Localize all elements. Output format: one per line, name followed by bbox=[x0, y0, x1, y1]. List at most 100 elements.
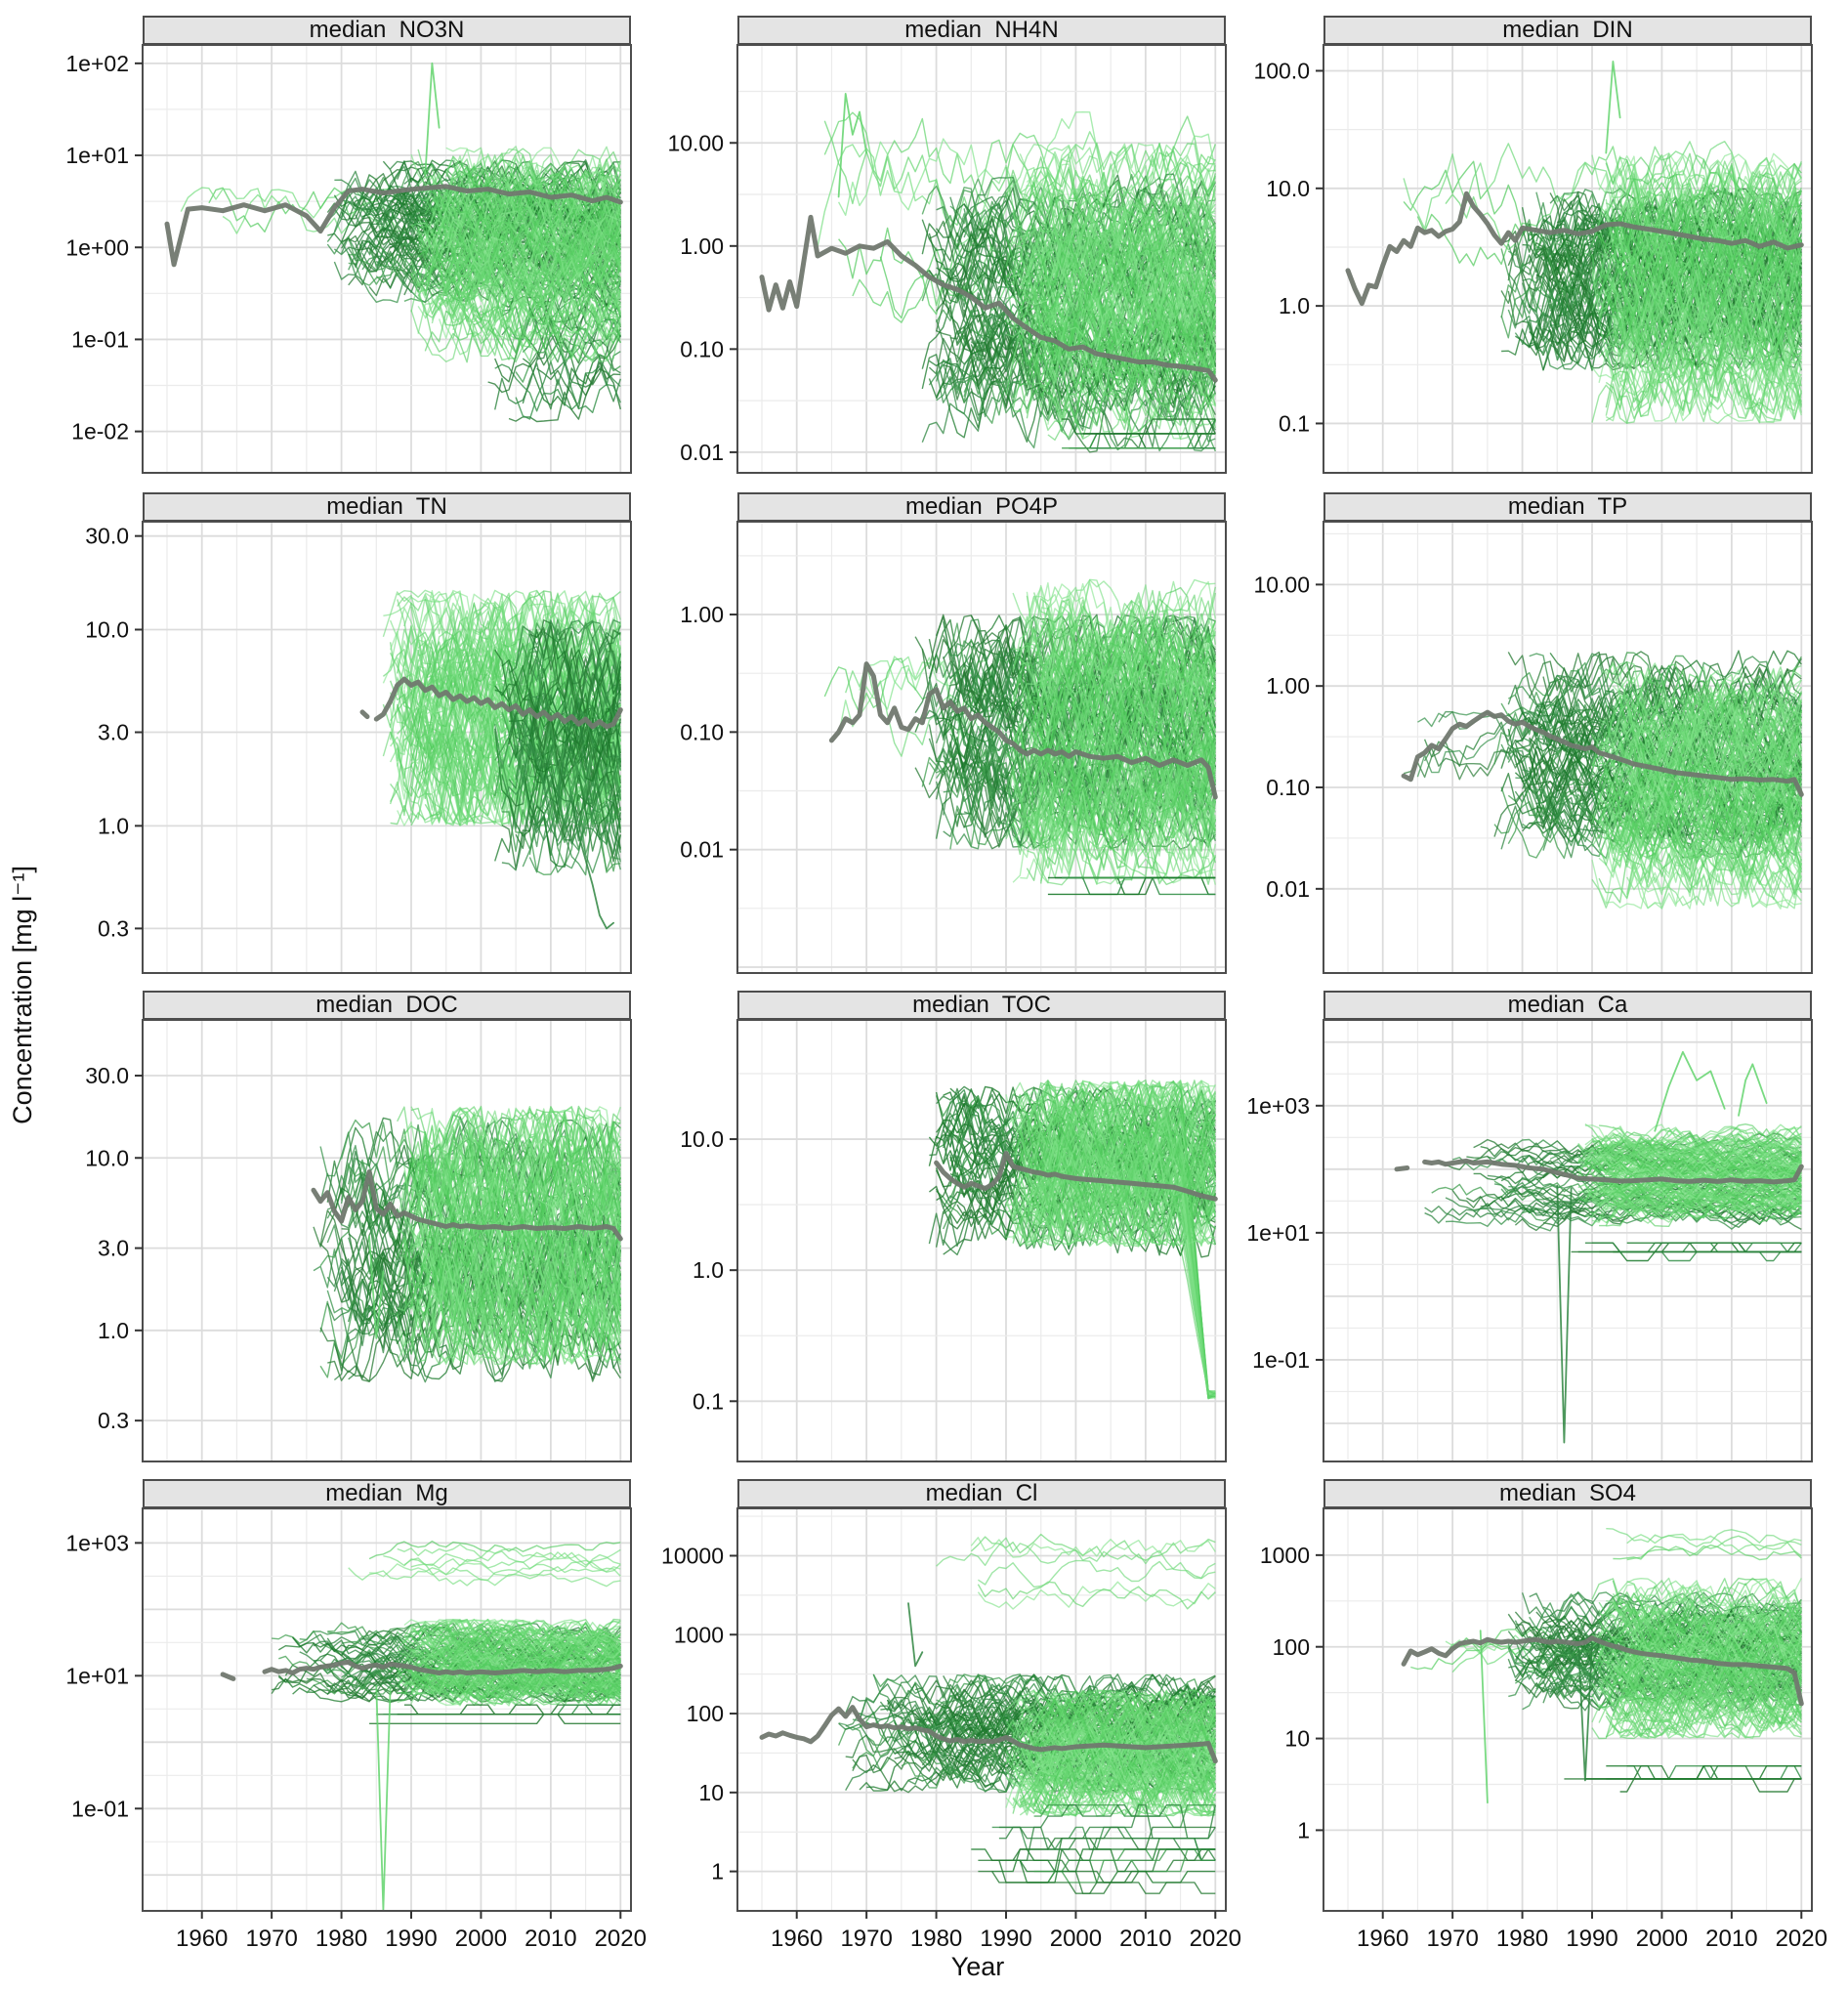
y-tick-label: 0.1 bbox=[1279, 411, 1310, 437]
y-tick-label: 1.0 bbox=[693, 1257, 724, 1283]
facet-panel-so4: 1000 100 10 1 1960 1970 1980 1990 2000 2010 2020 bbox=[1260, 1507, 1827, 1952]
y-tick-label: 0.1 bbox=[693, 1388, 724, 1414]
y-tick-label: 100 bbox=[687, 1701, 724, 1726]
median-line-tn bbox=[359, 709, 370, 720]
median-line-so4 bbox=[1401, 1635, 1804, 1707]
x-tick-label: 1990 bbox=[1566, 1926, 1617, 1952]
median-line-nh4n bbox=[759, 214, 1218, 383]
y-tick-label: 1e-01 bbox=[1252, 1347, 1310, 1373]
x-tick-label: 2000 bbox=[455, 1926, 507, 1952]
facet-title-ca: median Ca bbox=[1507, 992, 1628, 1018]
y-tick-label: 0.01 bbox=[680, 440, 724, 465]
facet-panel-nh4n: 10.00 1.00 0.10 0.01 bbox=[667, 44, 1227, 474]
ensemble-lines-nh4n bbox=[817, 110, 1216, 453]
y-tick-label: 10.0 bbox=[680, 1126, 724, 1152]
x-tick-label: 2020 bbox=[1776, 1926, 1827, 1952]
y-tick-label: 0.10 bbox=[680, 719, 724, 744]
y-tick-label: 30.0 bbox=[85, 524, 129, 549]
y-tick-label: 10000 bbox=[661, 1544, 724, 1569]
facet-strip-mg: median Mg bbox=[143, 1479, 631, 1508]
median-line-po4p bbox=[828, 661, 1218, 800]
y-tick-label: 10.0 bbox=[1266, 176, 1310, 201]
y-tick-label: 1.0 bbox=[1279, 293, 1310, 318]
outlier-line bbox=[1556, 1184, 1573, 1444]
panel-border bbox=[142, 44, 632, 474]
y-tick-label: 1.00 bbox=[1266, 673, 1310, 699]
x-tick-label: 2010 bbox=[1705, 1926, 1757, 1952]
facet-panel-tn: 30.0 10.0 3.0 1.0 0.3 bbox=[85, 521, 632, 974]
median-line-no3n bbox=[164, 184, 623, 268]
x-tick-label: 1970 bbox=[1426, 1926, 1478, 1952]
facet-strip-po4p: median PO4P bbox=[737, 492, 1226, 522]
facet-strip-cl: median Cl bbox=[737, 1479, 1226, 1508]
y-tick-label: 10.0 bbox=[85, 617, 129, 643]
y-tick-label: 0.3 bbox=[98, 915, 129, 941]
y-tick-label: 1e-02 bbox=[71, 419, 129, 445]
median-line-mg bbox=[262, 1659, 623, 1675]
panel-border bbox=[142, 1019, 632, 1462]
outlier-line bbox=[1605, 60, 1621, 154]
facet-title-doc: median DOC bbox=[315, 992, 458, 1018]
x-tick-label: 1960 bbox=[1357, 1926, 1408, 1952]
x-tick-label: 1990 bbox=[385, 1926, 437, 1952]
median-line-ca bbox=[1422, 1158, 1804, 1185]
y-tick-label: 10.00 bbox=[667, 130, 724, 155]
y-tick-label: 3.0 bbox=[98, 720, 129, 745]
y-tick-label: 1e+00 bbox=[65, 234, 129, 260]
gridlines bbox=[1323, 1020, 1812, 1461]
facet-title-din: median DIN bbox=[1502, 17, 1633, 43]
ensemble-lines-tp bbox=[1403, 650, 1802, 910]
median-line-cl bbox=[759, 1705, 1218, 1764]
y-tick-label: 1 bbox=[711, 1859, 724, 1884]
outlier-line bbox=[1738, 1063, 1768, 1117]
facet-title-tn: median TN bbox=[326, 493, 447, 520]
facet-panel-no3n: 1e+02 1e+01 1e+00 1e-01 1e-02 bbox=[65, 44, 632, 474]
facet-strip-nh4n: median NH4N bbox=[737, 16, 1226, 45]
y-tick-label: 1e+02 bbox=[65, 51, 129, 76]
ensemble-lines-din bbox=[1403, 141, 1802, 425]
x-tick-label: 2010 bbox=[525, 1926, 576, 1952]
outlier-line bbox=[907, 1602, 924, 1668]
panel-border bbox=[1323, 1019, 1813, 1462]
panel-border bbox=[1323, 1507, 1813, 1912]
y-tick-label: 1e+03 bbox=[65, 1530, 129, 1555]
panel-border bbox=[142, 1507, 632, 1912]
outlier-line bbox=[1479, 1630, 1489, 1804]
median-line-toc bbox=[934, 1151, 1218, 1202]
y-tick-label: 10.0 bbox=[85, 1145, 129, 1170]
facet-title-mg: median Mg bbox=[325, 1480, 448, 1506]
facet-panel-din: 100.0 10.0 1.0 0.1 bbox=[1253, 44, 1813, 474]
y-tick-label: 30.0 bbox=[85, 1063, 129, 1088]
y-tick-label: 1000 bbox=[1260, 1543, 1310, 1568]
y-tick-label: 1000 bbox=[674, 1622, 724, 1647]
outlier-line bbox=[1576, 1635, 1593, 1782]
ensemble-lines-tn bbox=[382, 589, 621, 876]
ensemble-lines-no3n bbox=[180, 146, 621, 423]
facet-panel-doc: 30.0 10.0 3.0 1.0 0.3 bbox=[85, 1019, 632, 1462]
x-tick-label: 1980 bbox=[1496, 1926, 1548, 1952]
y-tick-label: 0.10 bbox=[680, 336, 724, 361]
panel-border bbox=[142, 521, 632, 974]
facet-strip-tp: median TP bbox=[1323, 492, 1812, 522]
panel-border bbox=[736, 1507, 1227, 1912]
facet-panel-tp: 10.00 1.00 0.10 0.01 bbox=[1253, 521, 1813, 974]
outlier-line bbox=[837, 93, 868, 198]
median-line-tp bbox=[1401, 709, 1804, 797]
facet-strip-no3n: median NO3N bbox=[143, 16, 631, 45]
y-tick-label: 0.01 bbox=[680, 837, 724, 863]
y-tick-label: 1e+03 bbox=[1246, 1093, 1310, 1119]
ensemble-lines-po4p bbox=[823, 578, 1216, 896]
panel-border bbox=[736, 1019, 1227, 1462]
facet-panel-mg: 1e+03 1e+01 1e-01 1960 1970 1980 1990 2000 2010 2… bbox=[65, 1507, 647, 1952]
facet-strip-tn: median TN bbox=[143, 492, 631, 522]
panel-border bbox=[736, 521, 1227, 974]
facet-title-toc: median TOC bbox=[912, 992, 1051, 1018]
y-tick-label: 100 bbox=[1273, 1634, 1310, 1660]
facet-title-nh4n: median NH4N bbox=[904, 17, 1059, 43]
panel-border bbox=[1323, 521, 1813, 974]
panel-border bbox=[1323, 44, 1813, 474]
x-tick-label: 1980 bbox=[910, 1926, 962, 1952]
outlier-line bbox=[577, 833, 614, 930]
y-tick-label: 1e-01 bbox=[71, 326, 129, 352]
